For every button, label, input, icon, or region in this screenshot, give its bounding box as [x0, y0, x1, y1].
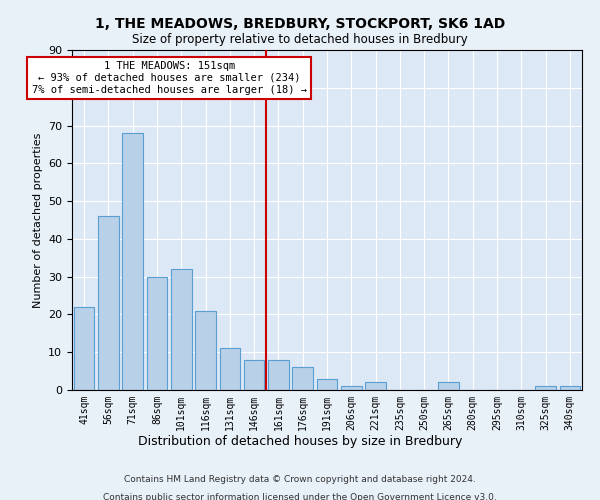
Bar: [268, 360, 289, 390]
Text: Contains public sector information licensed under the Open Government Licence v3: Contains public sector information licen…: [103, 492, 497, 500]
Text: 1 THE MEADOWS: 151sqm
← 93% of detached houses are smaller (234)
7% of semi-deta: 1 THE MEADOWS: 151sqm ← 93% of detached …: [32, 62, 307, 94]
Bar: [535, 386, 556, 390]
Bar: [560, 386, 580, 390]
Bar: [122, 133, 143, 390]
Bar: [146, 276, 167, 390]
Bar: [195, 310, 216, 390]
Text: Size of property relative to detached houses in Bredbury: Size of property relative to detached ho…: [132, 32, 468, 46]
Bar: [365, 382, 386, 390]
Bar: [171, 269, 191, 390]
Bar: [220, 348, 240, 390]
Text: Distribution of detached houses by size in Bredbury: Distribution of detached houses by size …: [138, 435, 462, 448]
Y-axis label: Number of detached properties: Number of detached properties: [32, 132, 43, 308]
Text: Contains HM Land Registry data © Crown copyright and database right 2024.: Contains HM Land Registry data © Crown c…: [124, 475, 476, 484]
Bar: [244, 360, 265, 390]
Bar: [341, 386, 362, 390]
Bar: [438, 382, 459, 390]
Bar: [292, 368, 313, 390]
Bar: [98, 216, 119, 390]
Bar: [74, 307, 94, 390]
Bar: [317, 378, 337, 390]
Text: 1, THE MEADOWS, BREDBURY, STOCKPORT, SK6 1AD: 1, THE MEADOWS, BREDBURY, STOCKPORT, SK6…: [95, 18, 505, 32]
